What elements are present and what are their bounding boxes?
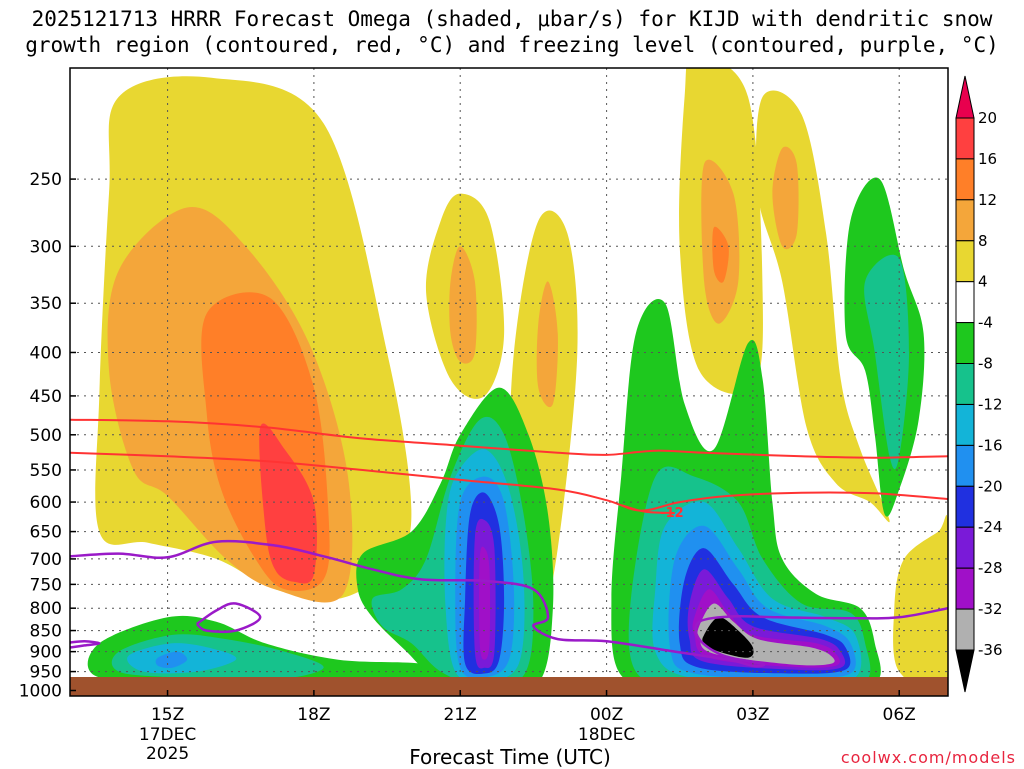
omega-shading <box>87 68 948 694</box>
colorbar-block <box>955 158 975 201</box>
x-axis-title: Forecast Time (UTC) <box>409 745 611 769</box>
y-tick-label-600: 600 <box>30 493 62 513</box>
credit-link[interactable]: coolwx.com/models <box>840 748 1016 767</box>
title-line-1: 2025121713 HRRR Forecast Omega (shaded, … <box>31 7 993 31</box>
omega-shade-pos-12d <box>712 226 729 283</box>
axes: 2503003504004505005506006507007508008509… <box>19 170 916 764</box>
chart-title: 2025121713 HRRR Forecast Omega (shaded, … <box>0 6 1024 58</box>
colorbar-block <box>955 281 975 324</box>
colorbar-block <box>955 608 975 651</box>
colorbar-label: -36 <box>978 641 1003 659</box>
freezing-contour-frz-left <box>70 639 101 649</box>
y-tick-label-500: 500 <box>30 426 62 446</box>
y-tick-label-250: 250 <box>30 170 62 190</box>
omega-shade-pos-16 <box>259 423 317 584</box>
y-tick-label-350: 350 <box>30 294 62 314</box>
colorbar-block <box>955 404 975 446</box>
y-tick-label-400: 400 <box>30 344 62 364</box>
colorbar-label: 8 <box>978 232 988 250</box>
y-tick-label-700: 700 <box>30 550 62 570</box>
colorbar-bottom-arrow <box>955 649 975 693</box>
y-tick-label-450: 450 <box>30 387 62 407</box>
y-tick-label-950: 950 <box>30 663 62 683</box>
y-tick-label-800: 800 <box>30 599 62 619</box>
colorbar-block <box>955 485 975 528</box>
plot-frame <box>69 67 949 697</box>
x-tick-label-18Z: 18Z <box>297 705 330 725</box>
x-tick-label-21Z: 21Z <box>444 705 477 725</box>
colorbar-block <box>955 240 975 283</box>
x-tick-label-15Z: 15Z <box>151 705 184 725</box>
omega-shade-neg-36c <box>702 617 754 658</box>
y-tick-label-1000: 1000 <box>19 682 62 702</box>
omega-shade-neg-16a <box>155 651 188 669</box>
title-line-2: growth region (contoured, red, °C) and f… <box>25 33 999 57</box>
ground-surface <box>70 677 948 696</box>
colorbar-label: -4 <box>978 314 993 332</box>
colorbar-label: 20 <box>978 109 997 127</box>
colorbar-label: -8 <box>978 355 993 373</box>
y-tick-label-900: 900 <box>30 643 62 663</box>
colorbar-label: -24 <box>978 518 1003 536</box>
x-tick-sublabel: 18DEC <box>578 725 635 745</box>
colorbar-block <box>955 363 975 405</box>
omega-shade-pos-8e <box>772 146 799 250</box>
dgz-contour-dgz-lower <box>620 504 675 514</box>
colorbar: 20 16 12 8 4 -4 -8 -12 -16 -20 -24 -28 -32 -36 <box>955 75 1003 693</box>
y-tick-label-300: 300 <box>30 237 62 257</box>
x-tick-label-00Z: 00Z <box>590 705 623 725</box>
colorbar-block <box>955 322 975 365</box>
x-tick-sublabel: 2025 <box>146 744 189 764</box>
x-tick-label-03Z: 03Z <box>736 705 769 725</box>
dgz-contour-label: -12 <box>660 506 684 521</box>
omega-shade-neg-28b <box>479 546 491 660</box>
colorbar-label: 12 <box>978 191 997 209</box>
colorbar-block <box>955 444 975 487</box>
freezing-contour-frz-loop <box>195 602 262 634</box>
y-tick-label-850: 850 <box>30 622 62 642</box>
y-tick-label-750: 750 <box>30 575 62 595</box>
colorbar-top-arrow <box>955 75 975 119</box>
colorbar-label: 16 <box>978 150 997 168</box>
colorbar-label: -28 <box>978 559 1003 577</box>
x-tick-sublabel: 17DEC <box>139 725 196 745</box>
y-tick-label-650: 650 <box>30 523 62 543</box>
dgz-contour-dgz-mid <box>70 451 948 512</box>
y-tick-label-550: 550 <box>30 461 62 481</box>
dgz-contour-dgz-upper <box>70 418 948 459</box>
contour-lines: -12 <box>70 418 948 668</box>
colorbar-block <box>955 199 975 242</box>
colorbar-label: -20 <box>978 477 1003 495</box>
colorbar-block <box>955 117 975 160</box>
omega-shade-pos-8b <box>449 246 477 364</box>
colorbar-label: 4 <box>978 273 988 291</box>
omega-shade-pos-8c <box>536 281 558 408</box>
colorbar-block <box>955 526 975 569</box>
omega-shade-pos-4f <box>893 515 948 694</box>
colorbar-block <box>955 567 975 610</box>
omega-shade-neg-8d <box>864 254 909 470</box>
colorbar-label: -32 <box>978 600 1003 618</box>
freezing-contour-frz-main <box>70 539 948 668</box>
colorbar-label: -12 <box>978 396 1003 414</box>
x-tick-label-06Z: 06Z <box>883 705 916 725</box>
colorbar-label: -16 <box>978 436 1003 454</box>
